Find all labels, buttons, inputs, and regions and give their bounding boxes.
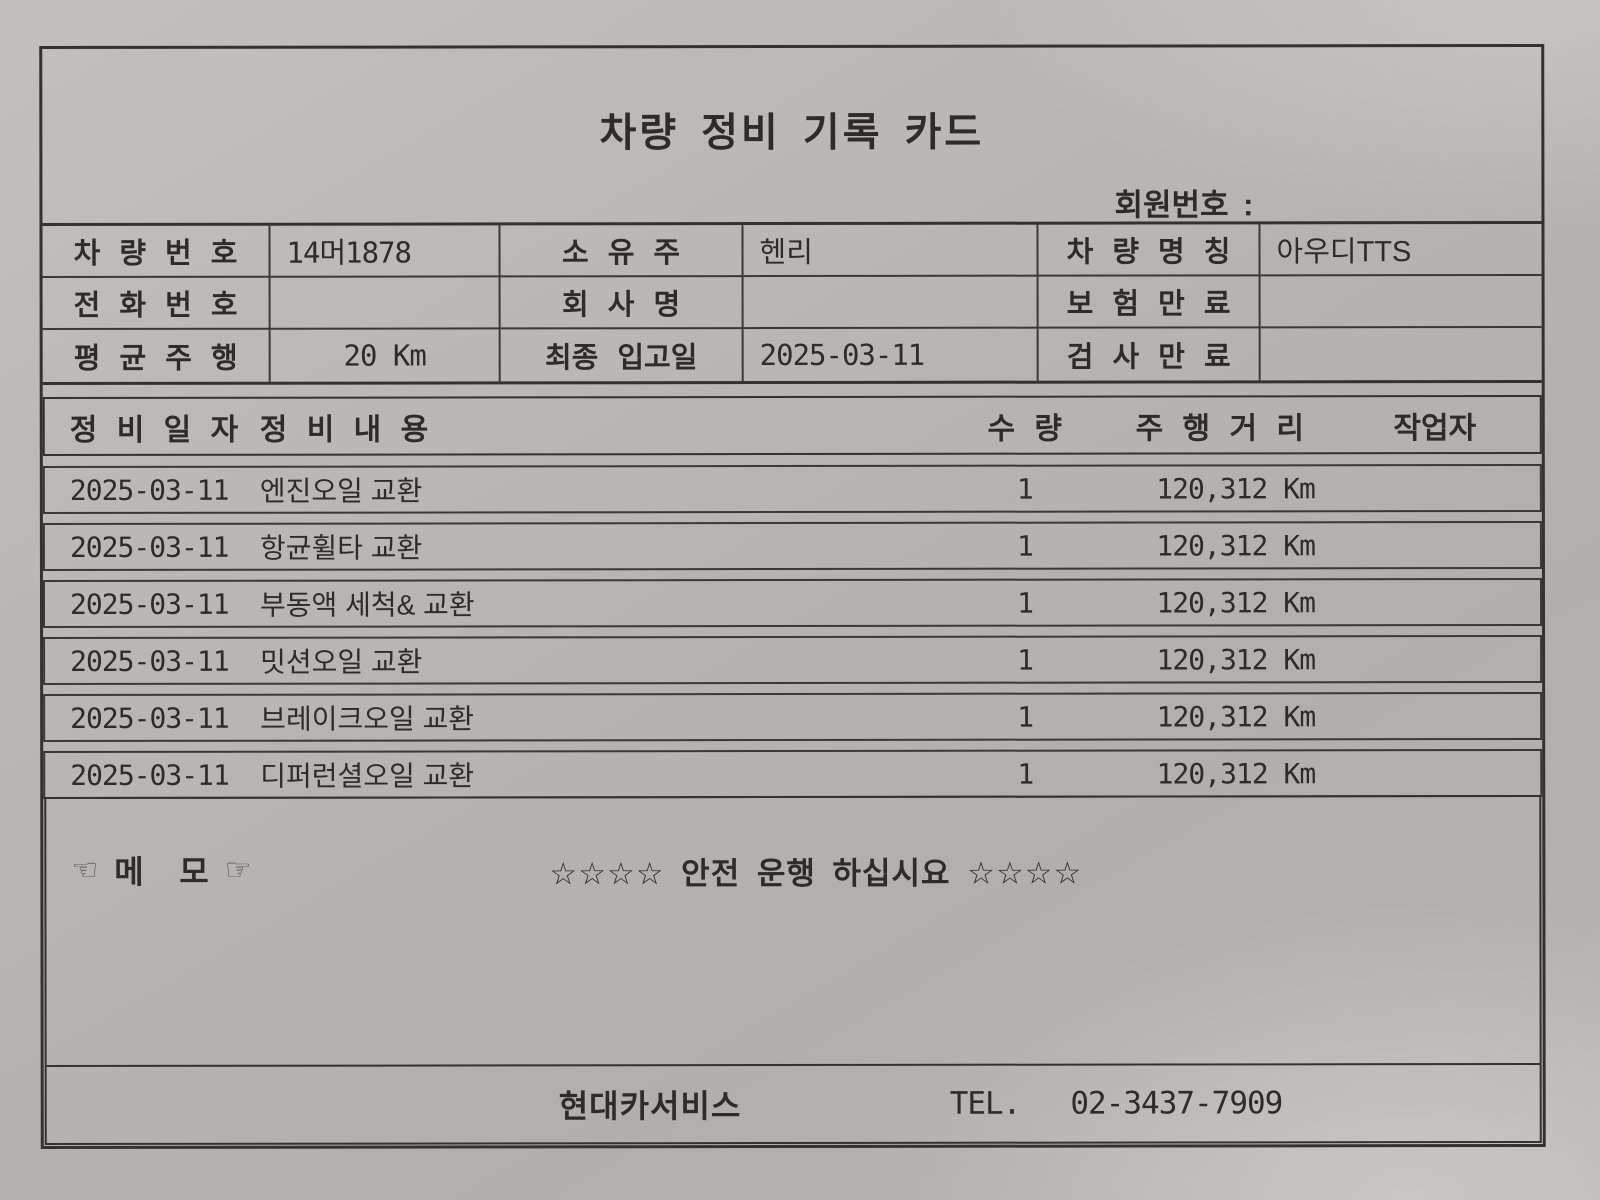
vehicle-name-value: 아우디TTS [1260,223,1542,277]
service-content: 엔진오일 교환 [259,475,423,507]
col-header-content: 정 비 내 용 [259,413,429,447]
col-header-qty: 수 량 [987,412,1063,446]
shop-phone: TEL. 02-3437-7909 [950,1065,1283,1141]
table-row: 2025-03-11 항균휠타 교환 1 120,312 Km [42,520,1542,572]
col-header-worker: 작업자 [1393,411,1477,445]
memo-text: ☆☆☆☆ 안전 운행 하십시요 ☆☆☆☆ [549,855,1083,892]
service-date: 2025-03-11 [69,587,229,621]
service-rows: 2025-03-11 엔진오일 교환 1 120,312 Km 2025-03-… [42,463,1543,808]
title-area: 차량 정비 기록 카드 회원번호 : [42,47,1541,223]
last-service-date-label: 최종 입고일 [500,329,744,382]
vehicle-info-table: 차 량 번 호 14머1878 소 유 주 헨리 차 량 명 칭 아우디TTS … [42,220,1542,386]
memo-line: ☜ 메 모 ☞ ☆☆☆☆ 안전 운행 하십시요 ☆☆☆☆ [71,845,1514,891]
service-qty: 1 [1016,472,1033,506]
service-content: 부동액 세척& 교환 [259,589,475,621]
service-date: 2025-03-11 [69,473,229,507]
memo-box: ☜ 메 모 ☞ ☆☆☆☆ 안전 운행 하십시요 ☆☆☆☆ 현대카서비스 TEL.… [44,794,1542,1146]
inspection-expiry-label: 검 사 만 료 [1038,328,1261,381]
service-qty: 1 [1017,757,1034,791]
memo-label: 메 모 [114,853,209,890]
last-service-date-value: 2025-03-11 [743,328,1039,382]
insurance-expiry-value [1260,275,1542,329]
maintenance-record-card: 차량 정비 기록 카드 회원번호 : 차 량 번 호 14머1878 소 유 주… [39,43,1546,1150]
table-row: 2025-03-11 밋션오일 교환 1 120,312 Km [43,634,1543,686]
service-date: 2025-03-11 [70,701,229,735]
service-distance: 120,312 Km [1156,585,1316,619]
owner-label: 소 유 주 [500,225,744,278]
company-label: 회 사 명 [500,277,744,330]
service-content: 디퍼런셜오일 교환 [260,760,475,792]
member-number-label: 회원번호 : [1114,187,1254,223]
owner-value: 헨리 [743,224,1039,278]
footer-row: 현대카서비스 TEL. 02-3437-7909 [46,1062,1540,1144]
col-header-distance: 주 행 거 리 [1135,411,1304,446]
pointing-left-icon: ☜ [71,853,99,887]
phone-label: 전 화 번 호 [42,277,271,331]
vehicle-name-label: 차 량 명 칭 [1038,224,1261,277]
avg-mileage-label: 평 균 주 행 [42,329,271,383]
tel-label: TEL. [949,1085,1021,1122]
pointing-right-icon: ☞ [224,853,252,887]
service-content: 밋션오일 교환 [260,646,423,678]
table-row: 2025-03-11 브레이크오일 교환 1 120,312 Km [43,691,1543,743]
vehicle-number-value: 14머1878 [270,225,501,278]
service-table-header: 정 비 일 자 정 비 내 용 수 량 주 행 거 리 작업자 [42,394,1542,457]
table-row: 2025-03-11 엔진오일 교환 1 120,312 Km [42,463,1542,515]
service-qty: 1 [1017,700,1034,734]
service-qty: 1 [1017,586,1033,620]
service-qty: 1 [1017,643,1034,677]
table-row: 2025-03-11 부동액 세척& 교환 1 120,312 Km [42,577,1543,629]
company-value [743,276,1039,330]
shop-name: 현대카서비스 [558,1088,742,1125]
vehicle-number-label: 차 량 번 호 [42,225,271,279]
service-date: 2025-03-11 [69,530,229,564]
service-distance: 120,312 Km [1156,471,1315,505]
phone-value [270,277,501,330]
col-header-date: 정 비 일 자 [69,413,239,447]
service-content: 항균휠타 교환 [259,532,423,564]
service-distance: 120,312 Km [1156,528,1315,562]
table-row: 2025-03-11 디퍼런셜오일 교환 1 120,312 Km [43,748,1543,800]
avg-mileage-value: 20 Km [270,329,501,382]
memo-label-group: ☜ 메 모 ☞ [71,847,251,893]
inspection-expiry-value [1261,328,1542,380]
service-content: 브레이크오일 교환 [260,703,475,735]
service-distance: 120,312 Km [1156,642,1316,676]
insurance-expiry-label: 보 험 만 료 [1038,276,1261,329]
service-date: 2025-03-11 [70,758,229,792]
tel-number: 02-3437-7909 [1070,1085,1283,1122]
service-distance: 120,312 Km [1156,699,1316,733]
service-qty: 1 [1016,529,1033,563]
service-distance: 120,312 Km [1156,756,1316,790]
page-title: 차량 정비 기록 카드 [599,110,985,156]
service-date: 2025-03-11 [70,644,229,678]
